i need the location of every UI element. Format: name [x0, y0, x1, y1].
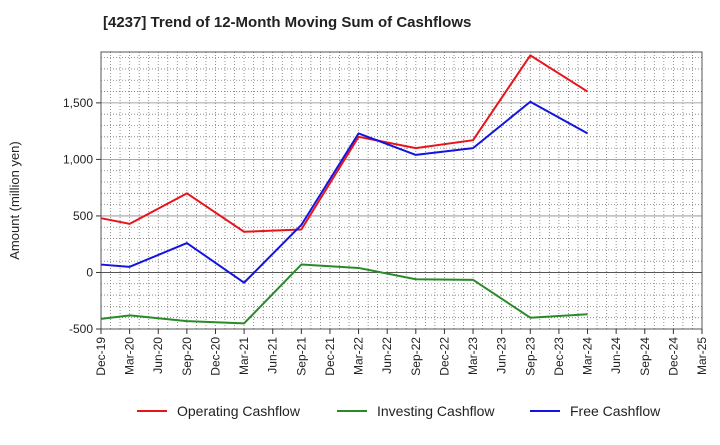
x-tick-label: Dec-23 [552, 337, 566, 376]
y-tick-label: 0 [86, 265, 93, 279]
x-tick-label: Jun-20 [151, 337, 165, 374]
x-tick-label: Sep-23 [523, 337, 537, 376]
x-tick-label: Mar-22 [352, 337, 366, 375]
chart-title: [4237] Trend of 12-Month Moving Sum of C… [103, 14, 472, 31]
x-tick-label: Jun-22 [380, 337, 394, 374]
series-line-investing-cashflow [100, 263, 588, 325]
x-tick-label: Dec-19 [94, 337, 108, 376]
x-tick-label: Mar-23 [466, 337, 480, 375]
y-tick-label: -500 [69, 322, 93, 336]
plot-area [101, 52, 702, 329]
x-tick-label: Dec-22 [437, 337, 451, 376]
y-tick-label: 1,000 [63, 152, 93, 166]
x-tick-label: Mar-21 [237, 337, 251, 375]
plot-frame [100, 51, 703, 330]
x-tick-label: Jun-24 [609, 337, 623, 374]
legend-label: Investing Cashflow [377, 403, 495, 419]
x-tick-label: Mar-24 [581, 337, 595, 375]
x-tick-label: Mar-20 [123, 337, 137, 375]
x-tick-label: Jun-21 [266, 337, 280, 374]
x-tick-label: Sep-20 [180, 337, 194, 376]
y-axis-label: Amount (million yen) [7, 141, 22, 260]
x-tick-label: Dec-20 [208, 337, 222, 376]
x-tick-label: Dec-24 [666, 337, 680, 376]
y-tick-label: 1,500 [63, 96, 93, 110]
y-tick-label: 500 [73, 209, 93, 223]
x-tick-label: Sep-22 [409, 337, 423, 376]
legend-label: Operating Cashflow [177, 403, 301, 419]
series-line-operating-cashflow [100, 54, 589, 233]
series-line-free-cashflow [100, 100, 589, 284]
x-tick-label: Mar-25 [695, 337, 709, 375]
legend-label: Free Cashflow [570, 403, 661, 419]
x-tick-label: Dec-21 [323, 337, 337, 376]
x-tick-label: Sep-24 [638, 337, 652, 376]
x-tick-label: Sep-21 [294, 337, 308, 376]
x-tick-label: Jun-23 [495, 337, 509, 374]
